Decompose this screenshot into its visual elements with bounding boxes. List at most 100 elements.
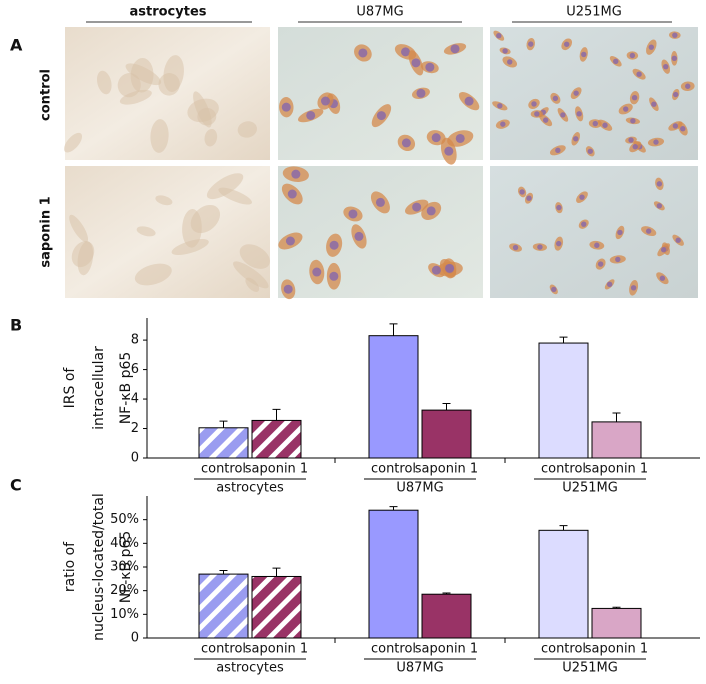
cell-nucleus bbox=[531, 101, 537, 107]
cell-nucleus bbox=[671, 55, 678, 62]
cell bbox=[130, 57, 154, 93]
cell-nucleus bbox=[537, 244, 543, 250]
bar bbox=[538, 529, 589, 639]
bar bbox=[198, 427, 249, 459]
y-tick-label: 30% bbox=[110, 560, 139, 575]
x-tick-label: saponin 1 bbox=[245, 462, 308, 477]
cell-nucleus bbox=[645, 228, 652, 234]
y-tick-label: 40% bbox=[110, 536, 139, 551]
cell-nucleus bbox=[401, 47, 411, 57]
cell bbox=[155, 195, 173, 206]
cell-nucleus bbox=[592, 120, 598, 127]
cell-nucleus bbox=[573, 90, 579, 96]
y-tick-label: 50% bbox=[110, 512, 139, 527]
cell-nucleus bbox=[551, 286, 557, 293]
cell-nucleus bbox=[587, 148, 593, 154]
y-axis-label: intracellular bbox=[91, 346, 107, 430]
cell-nucleus bbox=[426, 206, 436, 216]
y-tick-label: 20% bbox=[110, 583, 139, 598]
cell-nucleus bbox=[358, 48, 368, 58]
cell-nucleus bbox=[673, 91, 679, 98]
cell-nucleus bbox=[376, 111, 386, 121]
bar bbox=[591, 421, 642, 459]
cell-nucleus bbox=[312, 267, 322, 277]
x-tick-label: saponin 1 bbox=[585, 642, 648, 657]
cell-nucleus bbox=[291, 169, 301, 179]
x-tick-label: saponin 1 bbox=[415, 642, 478, 657]
cell-nucleus bbox=[685, 83, 691, 89]
cell-nucleus bbox=[542, 117, 549, 123]
cell-nucleus bbox=[581, 51, 587, 58]
group-label: U87MG bbox=[396, 481, 443, 496]
cell-nucleus bbox=[348, 209, 358, 219]
x-tick-label: control bbox=[371, 642, 416, 657]
cell-nucleus bbox=[287, 189, 297, 199]
error-bar bbox=[442, 402, 451, 411]
y-tick-label: 2 bbox=[131, 421, 139, 436]
cell-nucleus bbox=[563, 41, 570, 47]
cell-nucleus bbox=[306, 110, 316, 120]
cell-nucleus bbox=[512, 244, 519, 251]
cell-nucleus bbox=[651, 101, 657, 107]
cell-nucleus bbox=[431, 133, 441, 143]
x-tick-label: control bbox=[201, 462, 246, 477]
y-axis-label: NF-κB p65 bbox=[118, 352, 134, 425]
cell-nucleus bbox=[552, 95, 559, 102]
cell-nucleus bbox=[659, 275, 666, 281]
y-tick-label: 4 bbox=[131, 392, 139, 407]
y-axis-label: nucleus-located/total bbox=[91, 493, 107, 641]
column-header: U251MG bbox=[566, 5, 622, 20]
cell-nucleus bbox=[281, 102, 291, 112]
cell-nucleus bbox=[617, 229, 623, 236]
cell-nucleus bbox=[500, 121, 506, 127]
cell bbox=[77, 241, 94, 276]
column-header: astrocytes bbox=[129, 5, 206, 20]
cell-nucleus bbox=[556, 240, 562, 247]
cell-nucleus bbox=[507, 59, 513, 65]
x-tick-label: control bbox=[541, 462, 586, 477]
y-tick-label: 8 bbox=[131, 333, 139, 348]
bar bbox=[591, 607, 642, 639]
bar bbox=[198, 573, 249, 639]
error-bar bbox=[612, 412, 621, 422]
cell-nucleus bbox=[663, 63, 669, 70]
row-label: control bbox=[39, 69, 54, 121]
cell-nucleus bbox=[519, 189, 525, 195]
error-bar bbox=[219, 420, 228, 428]
x-tick-label: saponin 1 bbox=[245, 642, 308, 657]
cell-nucleus bbox=[502, 48, 508, 54]
cell-nucleus bbox=[329, 271, 339, 281]
micrograph bbox=[278, 166, 483, 298]
cell-nucleus bbox=[653, 139, 659, 145]
cell-nucleus bbox=[375, 197, 385, 207]
bar bbox=[538, 342, 589, 459]
cell-nucleus bbox=[431, 265, 441, 275]
group-label: astrocytes bbox=[216, 661, 284, 676]
cell bbox=[119, 89, 152, 105]
cell-nucleus bbox=[594, 242, 600, 248]
cell bbox=[245, 277, 260, 292]
cell-nucleus bbox=[416, 88, 426, 98]
group-label: U251MG bbox=[562, 661, 618, 676]
cell bbox=[69, 214, 89, 243]
micrograph bbox=[490, 27, 698, 160]
cell-nucleus bbox=[455, 133, 465, 143]
cell-nucleus bbox=[629, 52, 636, 59]
bar bbox=[368, 509, 419, 639]
cell-nucleus bbox=[555, 147, 561, 154]
cell-nucleus bbox=[597, 261, 604, 267]
cell-nucleus bbox=[579, 194, 585, 200]
cell-nucleus bbox=[354, 231, 364, 241]
cell bbox=[187, 98, 219, 123]
error-bar bbox=[272, 408, 281, 421]
cell bbox=[204, 128, 218, 147]
cell-nucleus bbox=[444, 146, 454, 156]
error-bar bbox=[389, 506, 398, 511]
x-tick-label: control bbox=[541, 642, 586, 657]
row-label: saponin 1 bbox=[39, 196, 54, 267]
y-tick-label: 10% bbox=[110, 607, 139, 622]
cell bbox=[150, 119, 169, 153]
cell-nucleus bbox=[631, 94, 638, 101]
cell-nucleus bbox=[680, 126, 686, 132]
error-bar bbox=[559, 336, 568, 344]
